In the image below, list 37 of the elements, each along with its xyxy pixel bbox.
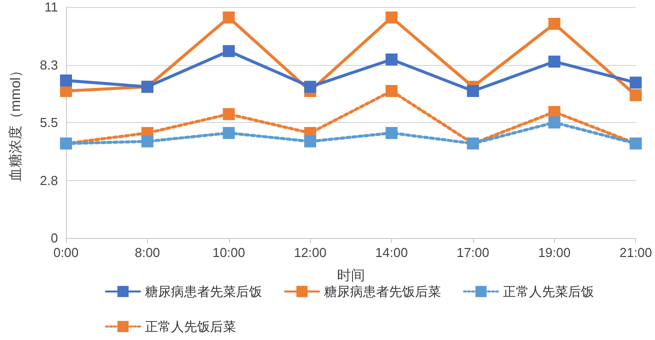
y-axis-title: 血糖浓度（mmol） — [7, 63, 23, 182]
x-tick-label: 19:00 — [538, 245, 571, 260]
x-tick-label: 17:00 — [456, 245, 490, 260]
point — [466, 85, 479, 97]
y-tick-label: 5.5 — [40, 115, 58, 130]
x-axis-title: 时间 — [336, 267, 365, 283]
y-tick-label: 11 — [44, 0, 58, 14]
point — [630, 89, 642, 102]
legend-label: 正常人先菜后饭 — [503, 284, 594, 299]
point — [222, 108, 235, 120]
point — [60, 74, 72, 86]
point — [304, 80, 316, 93]
x-tick-label: 12:00 — [294, 245, 326, 260]
point — [548, 116, 560, 128]
legend-label: 正常人先饭后菜 — [145, 319, 236, 334]
point — [386, 127, 398, 139]
point — [141, 135, 154, 148]
x-tick-label: 10:00 — [212, 245, 246, 260]
point — [222, 127, 235, 139]
x-tick-label: 0:00 — [53, 245, 79, 260]
y-tick-label: 0 — [50, 230, 58, 246]
point — [548, 56, 560, 68]
point — [630, 76, 642, 89]
point — [386, 12, 398, 24]
x-tick-label: 21:00 — [619, 245, 652, 260]
legend-label: 糖尿病患者先饭后菜 — [324, 284, 441, 299]
point — [386, 85, 398, 97]
point — [222, 45, 235, 58]
point — [548, 18, 560, 30]
legend-label: 糖尿病患者先菜后饭 — [145, 284, 262, 299]
point — [222, 12, 235, 24]
x-tick-label: 8:00 — [134, 245, 160, 260]
point — [386, 54, 398, 66]
y-tick-label: 8.3 — [40, 57, 58, 72]
x-tick-label: 14:00 — [375, 245, 408, 260]
point — [304, 135, 316, 148]
y-tick-label: 2.8 — [40, 172, 58, 188]
